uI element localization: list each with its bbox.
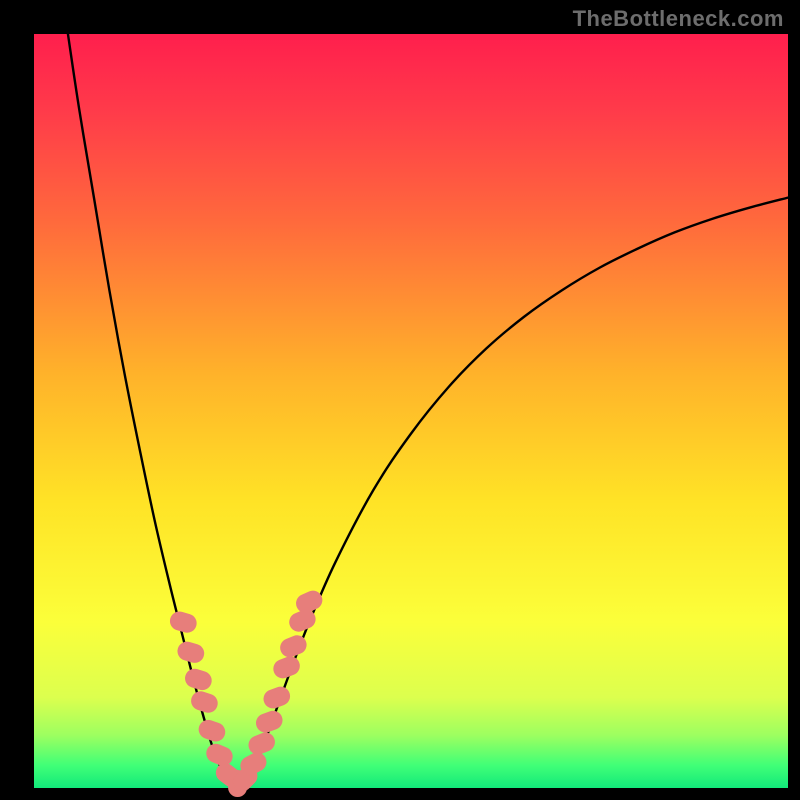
chart-container: TheBottleneck.com xyxy=(0,0,800,800)
bottleneck-chart xyxy=(0,0,800,800)
watermark-label: TheBottleneck.com xyxy=(573,6,784,32)
heatmap-background xyxy=(34,34,788,788)
